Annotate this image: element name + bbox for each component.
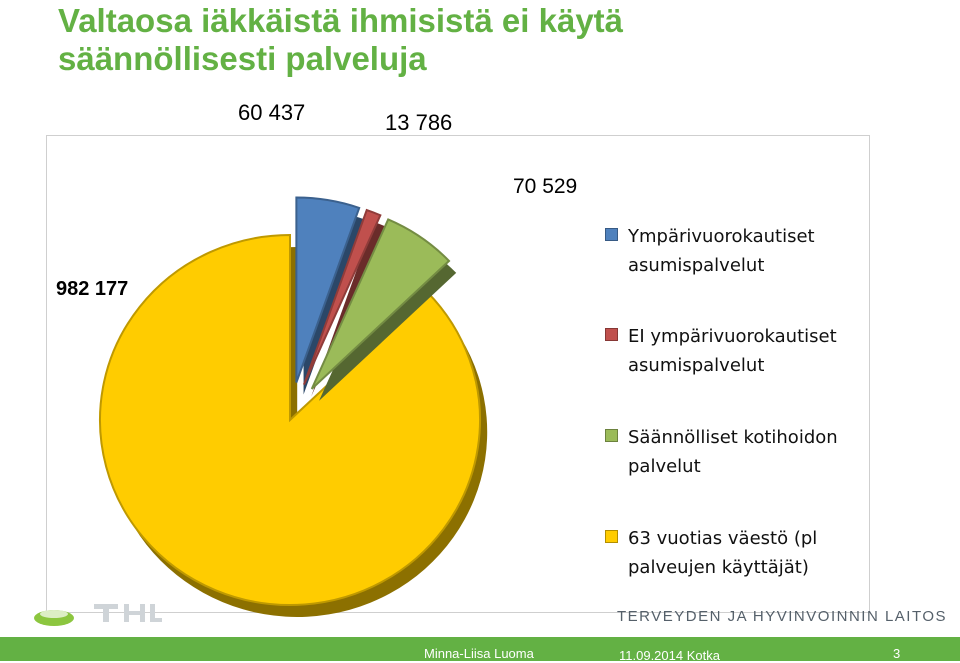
pie-slice (310, 218, 457, 401)
page-number: 3 (893, 646, 901, 661)
data-label-red: 13 786 (385, 110, 453, 135)
legend-label: Ympärivuorokautiset asumispalvelut (628, 226, 815, 276)
legend-swatch (605, 429, 618, 442)
legend-item: Säännölliset kotihoidon palvelut (605, 423, 863, 481)
legend-label: Säännölliset kotihoidon palvelut (628, 427, 838, 477)
legend-swatch (605, 530, 618, 543)
legend-swatch (605, 228, 618, 241)
pie-slice-top (310, 218, 451, 390)
thl-logo-icon (34, 604, 162, 626)
legend-label: 63 vuotias väestö (pl palveujen käyttäjä… (628, 528, 818, 578)
page-title: Valtaosa iäkkäistä ihmisistä ei käytä sä… (58, 2, 624, 77)
legend-item: 63 vuotias väestö (pl palveujen käyttäjä… (605, 524, 863, 582)
legend-swatch (605, 328, 618, 341)
footer-date: 11.09.2014 Kotka (619, 648, 720, 663)
footer-bar: Minna-Liisa Luoma 11.09.2014 Kotka 3 (0, 637, 960, 663)
legend-item: EI ympärivuorokautiset asumispalvelut (605, 322, 863, 380)
data-label-yellow: 982 177 (56, 278, 129, 300)
pie-slice (99, 233, 488, 618)
pie-slice-top (99, 233, 481, 606)
pie-slice-top (302, 208, 382, 386)
data-label-blue: 60 437 (238, 100, 306, 125)
pie-slice-top (295, 196, 361, 383)
data-label-green: 70 529 (513, 175, 578, 198)
legend-label: EI ympärivuorokautiset asumispalvelut (628, 326, 837, 376)
footer-author: Minna-Liisa Luoma (424, 646, 534, 661)
organization-name: TERVEYDEN JA HYVINVOINNIN LAITOS (617, 608, 948, 625)
legend-item: Ympärivuorokautiset asumispalvelut (605, 222, 863, 280)
